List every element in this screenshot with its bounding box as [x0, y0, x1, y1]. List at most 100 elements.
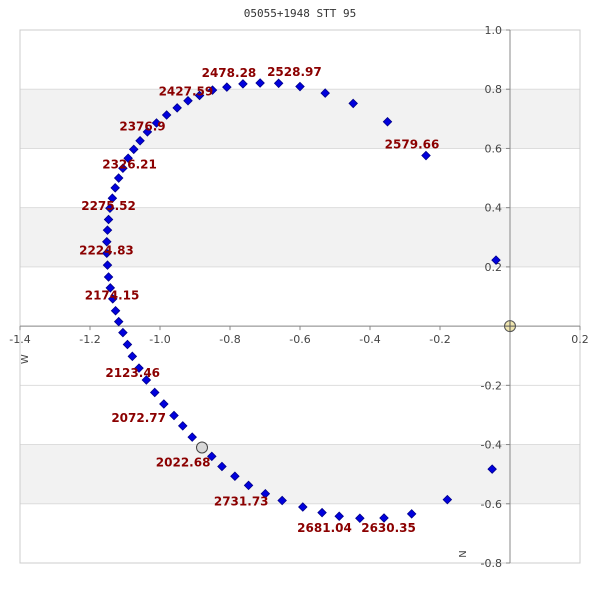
- current-position-marker: [196, 441, 208, 454]
- orbit-point: [105, 283, 116, 293]
- orbit-point: [487, 464, 497, 474]
- epoch-label: 2427.59: [159, 85, 214, 99]
- orbit-point: [127, 351, 138, 362]
- x-tick-label: 0.2: [571, 333, 589, 346]
- orbit-point: [159, 399, 169, 409]
- orbit-point: [406, 509, 417, 519]
- orbit-point: [103, 272, 114, 282]
- epoch-label: 2630.35: [361, 521, 416, 535]
- orbit-point: [123, 153, 133, 163]
- orbit-point: [172, 103, 182, 113]
- x-tick-label: -0.6: [289, 333, 310, 346]
- y-tick-label: 0.6: [485, 142, 503, 155]
- orbit-point: [295, 81, 305, 92]
- orbit-point: [113, 173, 124, 183]
- orbit-point: [273, 78, 284, 89]
- plot-frame: [19, 29, 581, 564]
- y-tick-label: 0.8: [485, 83, 503, 96]
- orbit-point: [118, 163, 128, 174]
- orbit-point: [128, 144, 139, 155]
- orbit-point: [207, 451, 217, 462]
- orbit-point: [238, 79, 248, 89]
- orbit-point: [217, 461, 227, 472]
- orbit-point: [113, 316, 124, 327]
- epoch-label: 2123.46: [105, 366, 160, 380]
- orbit-point: [118, 327, 128, 338]
- epoch-label: 2478.28: [202, 66, 257, 80]
- orbit-point: [442, 494, 453, 505]
- epoch-label: 2275.52: [81, 199, 136, 213]
- orbit-point: [348, 98, 358, 109]
- orbit-point: [110, 183, 120, 193]
- orbit-point: [382, 117, 393, 127]
- orbit-point: [142, 127, 153, 137]
- chart-title: 05055+1948 STT 95: [244, 7, 357, 20]
- epoch-label: 2174.15: [85, 289, 140, 303]
- orbit-point: [355, 513, 365, 524]
- epoch-label: 2731.73: [214, 494, 269, 508]
- orbit-point: [135, 135, 145, 146]
- orbit-point: [110, 305, 121, 316]
- orbit-point: [122, 339, 133, 350]
- orbit-point: [102, 260, 113, 270]
- grid-band: [20, 89, 580, 149]
- orbit-point: [105, 203, 115, 214]
- orbit-point: [141, 375, 152, 385]
- y-tick-label: -0.6: [481, 498, 502, 511]
- epoch-label: 2528.97: [267, 65, 322, 79]
- orbit-point: [161, 110, 172, 120]
- x-tick-label: -0.2: [429, 333, 450, 346]
- orbit-point: [169, 410, 179, 421]
- orbit-point: [491, 255, 501, 265]
- y-tick-label: -0.8: [481, 557, 502, 570]
- y-tick-label: 0.2: [485, 261, 503, 274]
- orbit-point: [187, 432, 197, 442]
- x-tick-label: -1.4: [9, 333, 30, 346]
- x-tick-label: -1.0: [149, 333, 170, 346]
- grid-band: [20, 444, 580, 504]
- orbit-point: [317, 507, 327, 518]
- epoch-label: 2072.77: [111, 411, 166, 425]
- epoch-label: 2681.04: [297, 521, 352, 535]
- orbit-point: [194, 90, 205, 101]
- orbit-point: [103, 214, 114, 225]
- epoch-label: 2224.83: [79, 243, 134, 257]
- epoch-label: 2579.66: [385, 138, 440, 152]
- y-axis-letter: N: [458, 550, 469, 557]
- epoch-label: 2326.21: [102, 158, 157, 172]
- orbit-point: [102, 236, 112, 247]
- orbit-point: [421, 150, 431, 161]
- y-tick-label: 1.0: [485, 24, 503, 37]
- orbit-point: [102, 248, 112, 259]
- orbit-point: [298, 502, 308, 512]
- orbit-point: [177, 421, 188, 431]
- orbit-point: [107, 294, 118, 304]
- orbit-point: [230, 471, 240, 482]
- orbit-point: [102, 225, 113, 235]
- grid-band: [20, 207, 580, 267]
- y-tick-label: -0.4: [481, 439, 502, 452]
- epoch-label: 2022.68: [156, 456, 211, 470]
- orbit-point: [222, 82, 232, 92]
- orbit-point: [277, 495, 287, 506]
- x-tick-label: -0.4: [359, 333, 380, 346]
- x-axis-letter: W: [20, 354, 31, 364]
- orbit-point: [334, 511, 344, 521]
- epoch-label: 2376.9: [119, 120, 165, 134]
- x-tick-label: -1.2: [79, 333, 100, 346]
- orbit-point: [183, 96, 193, 106]
- orbit-point: [134, 363, 144, 373]
- orbit-point: [107, 193, 118, 203]
- orbit-point: [149, 387, 160, 398]
- orbit-point: [151, 118, 162, 128]
- y-tick-label: -0.2: [481, 379, 502, 392]
- orbit-point: [379, 513, 389, 523]
- x-tick-label: -0.8: [219, 333, 240, 346]
- orbit-point: [243, 480, 254, 491]
- orbit-point: [255, 78, 265, 88]
- orbit-point: [207, 85, 218, 95]
- y-tick-label: 0.4: [485, 202, 503, 215]
- orbit-point: [260, 488, 271, 499]
- orbit-point: [320, 88, 330, 98]
